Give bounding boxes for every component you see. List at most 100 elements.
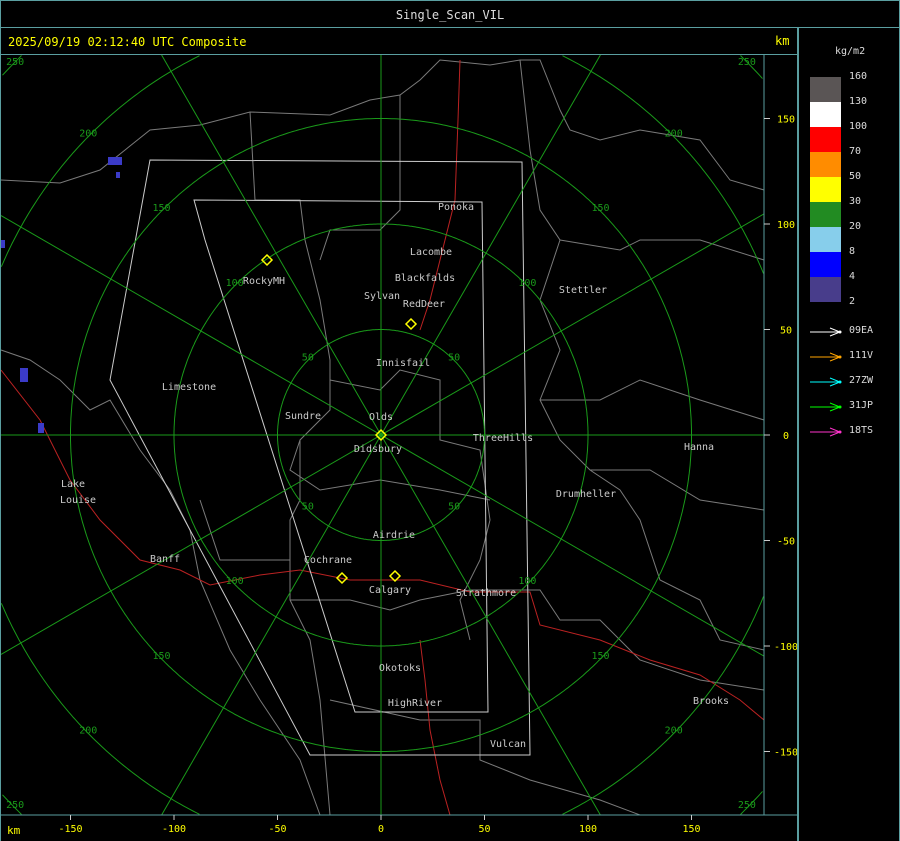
town-label: Strathmore: [456, 588, 516, 599]
range-ring: [740, 55, 763, 79]
radar-site-icon: [335, 571, 349, 585]
range-ring: [0, 603, 200, 815]
x-tick-label: -100: [162, 824, 186, 835]
radar-arrow-icon: [810, 352, 842, 362]
range-ring: [562, 596, 764, 815]
radar-site-icon: [374, 428, 388, 442]
ring-label: 200: [79, 129, 97, 140]
radar-map[interactable]: 50 50 50 50 100 100 100 100 150 150 150 150 200 200 20…: [0, 0, 798, 841]
town-label: Lake: [61, 479, 85, 490]
town-label: Calgary: [369, 585, 411, 596]
radar-site-icon: [260, 253, 274, 267]
boundary-line: [559, 239, 765, 261]
ring-label: 150: [152, 203, 170, 214]
range-ring: [2, 55, 22, 76]
town-label: RockyMH: [243, 276, 285, 287]
radar-arrow-icon: [810, 402, 842, 412]
radar-site-label: 27ZW: [849, 375, 874, 386]
river-line: [419, 59, 461, 331]
town-label: Cochrane: [304, 555, 352, 566]
x-tick-label: 100: [579, 824, 597, 835]
ring-label: 250: [6, 57, 24, 68]
legend-level-label: 160: [849, 71, 868, 82]
boundary-line: [0, 349, 321, 816]
legend-swatch: [810, 202, 841, 227]
town-label: Limestone: [162, 382, 216, 393]
river-line: [419, 639, 451, 816]
boundary-line: [249, 111, 331, 816]
town-label: Blackfalds: [395, 273, 455, 284]
legend: kg/m2 160 130 100 70 50 30 20 8 4 2 09EA 111V 27ZW 31…: [797, 27, 900, 841]
town-label: Airdrie: [373, 530, 415, 541]
y-tick-label: 100: [777, 220, 795, 231]
radial-line: [161, 54, 601, 816]
range-ring: [562, 55, 764, 274]
boundary-line: [199, 499, 290, 561]
y-tick-label: -100: [774, 642, 798, 653]
ring-label: 150: [591, 203, 609, 214]
legend-level-label: 100: [849, 121, 868, 132]
town-label: Banff: [150, 554, 180, 565]
town-label: Sundre: [285, 411, 321, 422]
boundary-line: [590, 469, 765, 511]
radar-site-label: 111V: [849, 350, 874, 361]
ring-label: 100: [226, 576, 244, 587]
town-label: Brooks: [693, 696, 729, 707]
legend-level-label: 8: [849, 246, 856, 257]
radar-site-label: 09EA: [849, 325, 874, 336]
ring-label: 100: [226, 278, 244, 289]
town-label: Ponoka: [438, 202, 474, 213]
legend-swatch: [810, 127, 841, 152]
y-tick-label: 0: [783, 431, 789, 442]
town-label: Vulcan: [490, 739, 526, 750]
town-label: Innisfail: [376, 358, 430, 369]
echo: [20, 368, 28, 382]
legend-level-label: 4: [849, 271, 856, 282]
ring-label: 250: [6, 800, 24, 811]
legend-swatch: [810, 277, 841, 302]
town-label: HighRiver: [388, 698, 442, 709]
radar-site-icon: [388, 569, 402, 583]
coverage-outline: [109, 159, 531, 756]
radial-line: [0, 215, 765, 657]
boundary-line: [540, 379, 765, 421]
town-label: Hanna: [684, 442, 714, 453]
radar-site-icon: [404, 317, 418, 331]
ring-label: 200: [79, 725, 97, 736]
ring-label: 50: [302, 352, 314, 363]
radar-site-label: 18TS: [849, 425, 874, 436]
boundary-line: [319, 95, 401, 261]
x-tick-label: 150: [682, 824, 700, 835]
legend-level-label: 130: [849, 96, 868, 107]
town-label: Didsbury: [354, 444, 402, 455]
x-tick-label: -150: [58, 824, 82, 835]
ring-label: 150: [152, 651, 170, 662]
km-label-top: km: [775, 34, 790, 48]
y-tick-label: 150: [777, 115, 795, 126]
ring-label: 100: [518, 576, 536, 587]
echo: [108, 157, 122, 165]
town-label: Louise: [60, 495, 96, 506]
coverage-outline: [193, 199, 489, 713]
ring-label: 100: [518, 278, 536, 289]
legend-swatch: [810, 227, 841, 252]
x-tick-label: -50: [268, 824, 286, 835]
radar-arrow-icon: [810, 327, 842, 337]
ring-label: 50: [448, 502, 460, 513]
legend-level-label: 20: [849, 221, 862, 232]
boundary-line: [329, 699, 641, 816]
y-tick-label: -150: [774, 748, 798, 759]
km-label-bottom: km: [7, 824, 21, 837]
highway-line: [0, 369, 765, 721]
ring-label: 200: [665, 129, 683, 140]
boundary-line: [290, 589, 765, 691]
legend-level-label: 30: [849, 196, 862, 207]
echo: [116, 172, 120, 178]
legend-swatch: [810, 77, 841, 102]
boundary-line: [329, 369, 491, 641]
legend-swatch: [810, 152, 841, 177]
y-tick-label: -50: [777, 537, 795, 548]
echo: [38, 423, 44, 433]
ring-label: 250: [738, 800, 756, 811]
y-tick-label: 50: [780, 326, 792, 337]
